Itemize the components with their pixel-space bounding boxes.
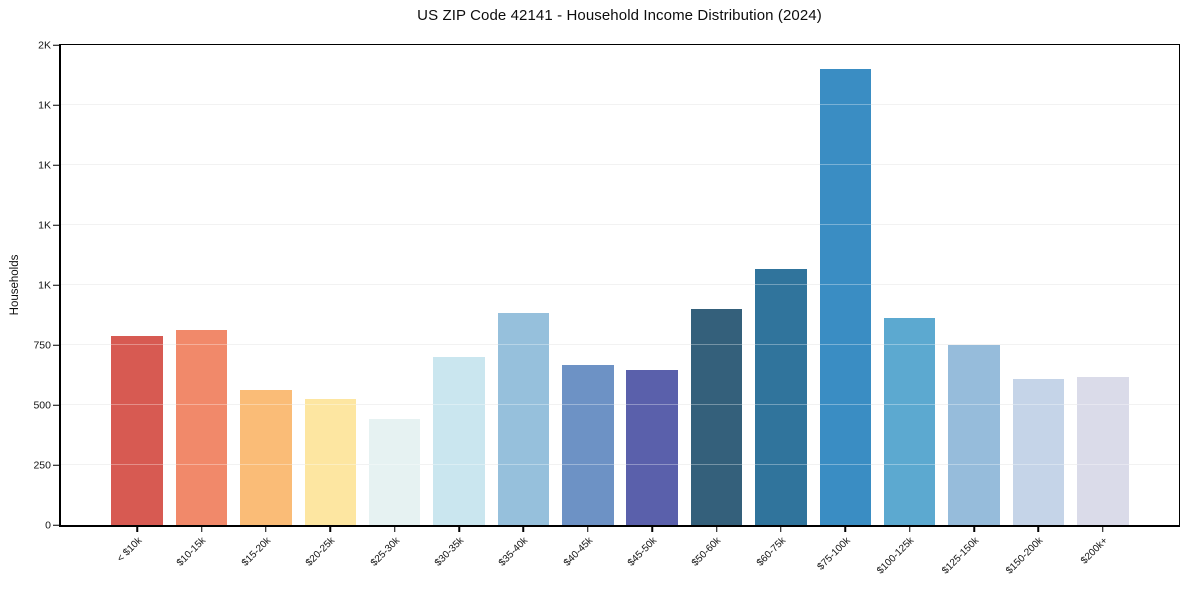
bar: [433, 356, 485, 525]
y-tick-label: 1K: [38, 158, 51, 171]
x-tick-label: $10-15k: [175, 535, 209, 569]
y-tick-label: 1K: [38, 98, 51, 111]
bar: [497, 312, 550, 525]
bar-slot: $75-100k: [813, 45, 877, 573]
y-tick-label: 1K: [38, 278, 51, 291]
x-tick: [329, 527, 332, 532]
x-tick-label: $35-40k: [497, 535, 531, 569]
y-tick: [53, 284, 59, 286]
bars-layer: < $10k $10-15k $15-20k $20-25k $25-30k $30-35…: [61, 45, 1179, 576]
x-tick: [908, 527, 911, 532]
bar: [240, 390, 292, 525]
x-tick: [844, 527, 847, 532]
bar: [1077, 376, 1129, 525]
x-tick-label: $40-45k: [561, 535, 595, 569]
y-tick-label: 2K: [38, 38, 51, 51]
x-tick: [136, 527, 138, 532]
bar: [755, 269, 807, 525]
bar-slot: $30-35k: [427, 45, 491, 569]
bar-slot: $20-25k: [298, 45, 362, 569]
y-tick-label: 1K: [38, 218, 51, 231]
x-tick: [973, 527, 975, 532]
bar: [304, 398, 357, 525]
bar-slot: $25-30k: [363, 45, 427, 569]
bar: [1012, 379, 1065, 525]
y-tick: [53, 104, 59, 106]
plot-area: < $10k $10-15k $15-20k $20-25k $25-30k $30-35…: [33, 40, 1180, 576]
x-tick-label: $30-35k: [432, 535, 467, 569]
x-tick-label: $20-25k: [304, 535, 338, 569]
y-tick-label: 0: [45, 518, 51, 531]
y-axis-label: Households: [9, 254, 21, 316]
bar-slot: $60-75k: [749, 45, 813, 569]
x-tick: [458, 527, 460, 532]
bar: [690, 309, 743, 525]
bar: [626, 369, 678, 525]
y-tick-label: 250: [33, 458, 51, 471]
bar: [368, 419, 421, 525]
bar: [175, 330, 228, 525]
x-tick: [1037, 527, 1040, 532]
x-tick: [522, 527, 525, 532]
bar-slot: $50-60k: [684, 45, 748, 569]
x-tick: [587, 527, 589, 532]
bar-slot: $150-200k: [1004, 45, 1070, 576]
bar-slot: < $10k: [105, 45, 169, 565]
bar: [819, 69, 872, 525]
x-tick: [780, 527, 782, 532]
bar-slot: $15-20k: [234, 45, 298, 569]
bar: [948, 345, 1000, 525]
bar-slot: $35-40k: [491, 45, 555, 569]
bar-slot: $10-15k: [169, 45, 233, 569]
x-tick-label: $25-30k: [368, 535, 402, 569]
x-tick: [1102, 527, 1104, 532]
x-tick-label: $150-200k: [1004, 535, 1046, 577]
x-tick-label: $200k+: [1078, 535, 1110, 567]
x-tick: [715, 527, 718, 532]
bar: [562, 365, 614, 525]
bar: [111, 335, 163, 525]
x-tick-label: $75-100k: [815, 535, 853, 573]
y-tick: [53, 404, 59, 406]
x-tick: [200, 527, 203, 532]
bar-slot: $100-125k: [876, 45, 942, 576]
x-tick-label: $50-60k: [690, 535, 724, 569]
x-tick-label: $60-75k: [754, 535, 789, 569]
x-tick: [265, 527, 267, 532]
bar-slot: $200k+: [1071, 45, 1135, 566]
bar-slot: $45-50k: [620, 45, 684, 569]
y-tick: [53, 464, 59, 466]
x-tick-label: $125-150k: [939, 535, 982, 577]
bar-slot: $40-45k: [556, 45, 620, 569]
y-tick-label: 750: [33, 338, 51, 351]
y-tick: [53, 224, 59, 226]
x-tick-label: $15-20k: [239, 535, 274, 569]
y-tick-label: 500: [33, 398, 51, 411]
x-tick-label: $45-50k: [625, 535, 660, 569]
y-tick: [53, 44, 59, 46]
chart-title: US ZIP Code 42141 - Household Income Dis…: [417, 7, 822, 24]
bar-slot: $125-150k: [940, 45, 1006, 576]
x-tick: [393, 527, 396, 532]
y-tick: [53, 164, 59, 166]
x-tick-label: < $10k: [115, 535, 145, 565]
x-tick-label: $100-125k: [875, 535, 917, 577]
bar: [883, 317, 936, 525]
y-tick: [53, 344, 59, 346]
y-tick: [53, 524, 59, 526]
x-tick: [651, 527, 653, 532]
